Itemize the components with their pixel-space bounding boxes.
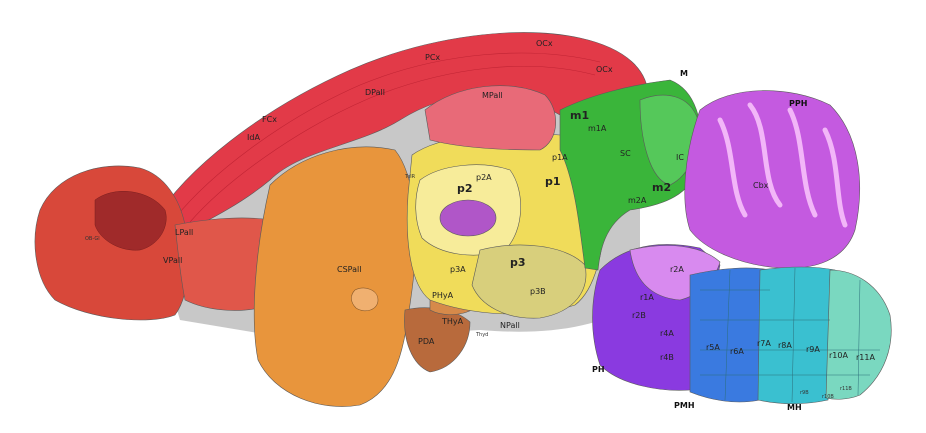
label-m2: m2 bbox=[652, 181, 671, 194]
region-hindbrain-cyan bbox=[757, 266, 836, 405]
region-cerebellum bbox=[684, 90, 860, 269]
label-r5A: r5A bbox=[706, 343, 720, 352]
label-r7A: r7A bbox=[757, 339, 771, 348]
label-OB: OB-Gl bbox=[85, 236, 100, 242]
label-PHyA: PHyA bbox=[432, 291, 454, 300]
label-DPall: DPall bbox=[365, 88, 385, 97]
label-Thyd: Thyd bbox=[475, 332, 488, 338]
label-M: M bbox=[680, 69, 688, 78]
label-r11A: r11A bbox=[856, 353, 875, 362]
label-r8A: r8A bbox=[778, 341, 792, 350]
label-p3: p3 bbox=[510, 256, 526, 269]
label-OCx: OCx bbox=[536, 39, 553, 48]
region-hindbrain-mint bbox=[825, 269, 892, 400]
region-medial-pallium bbox=[424, 85, 556, 151]
label-r6A: r6A bbox=[730, 347, 744, 356]
label-SC: SC bbox=[620, 149, 631, 158]
label-MH: MH bbox=[787, 403, 802, 412]
label-r10A: r10A bbox=[829, 351, 848, 360]
label-TelR: TelR bbox=[404, 174, 416, 180]
label-r9B: r9B bbox=[800, 390, 809, 396]
cerebellum-folia bbox=[717, 102, 848, 228]
label-p3A: p3A bbox=[450, 265, 466, 274]
label-p1: p1 bbox=[545, 175, 561, 188]
label-LPall: LPall bbox=[175, 228, 193, 237]
label-r4B: r4B bbox=[660, 353, 674, 362]
label-p2: p2 bbox=[457, 182, 473, 195]
label-PPH: PPH bbox=[789, 99, 807, 108]
label-p2A: p2A bbox=[476, 173, 492, 182]
label-p1A: p1A bbox=[552, 153, 568, 162]
label-NPall: NPall bbox=[500, 321, 520, 330]
label-m2A: m2A bbox=[628, 196, 647, 205]
subpallium-nucleus-ring bbox=[351, 287, 379, 312]
label-p3B: p3B bbox=[530, 287, 546, 296]
label-IdA: IdA bbox=[247, 133, 260, 142]
label-r2A: r2A bbox=[670, 265, 684, 274]
region-p2-purple-nucleus bbox=[439, 199, 497, 237]
label-IC: IC bbox=[676, 153, 684, 162]
region-p3 bbox=[471, 244, 587, 319]
label-PMH: PMH bbox=[674, 401, 695, 410]
label-r2B: r2B bbox=[632, 311, 646, 320]
label-r10B: r10B bbox=[822, 394, 834, 400]
label-Cbx: Cbx bbox=[753, 181, 769, 190]
label-m1: m1 bbox=[570, 109, 589, 122]
label-PDA: PDA bbox=[418, 337, 435, 346]
label-FCx: FCx bbox=[262, 115, 277, 124]
olfactory-bulb-inner bbox=[94, 191, 167, 251]
label-m1A: m1A bbox=[588, 124, 607, 133]
cortex-lamina-lines bbox=[174, 52, 601, 223]
label-CSPall: CSPall bbox=[337, 265, 361, 274]
label-r9A: r9A bbox=[806, 345, 820, 354]
label-r4A: r4A bbox=[660, 329, 674, 338]
label-PCx: PCx bbox=[425, 53, 440, 62]
label-PH: PH bbox=[592, 365, 605, 374]
label-VPall: VPall bbox=[163, 256, 182, 265]
hindbrain-segment-lines bbox=[700, 267, 880, 403]
region-central-subpallium bbox=[253, 146, 416, 407]
label-THyA: THyA bbox=[441, 317, 464, 326]
label-MPall: MPall bbox=[482, 91, 503, 100]
label-r1A: r1A bbox=[640, 293, 654, 302]
label-OCx-caudal: OCx bbox=[596, 65, 613, 74]
label-r11B: r11B bbox=[840, 386, 852, 392]
